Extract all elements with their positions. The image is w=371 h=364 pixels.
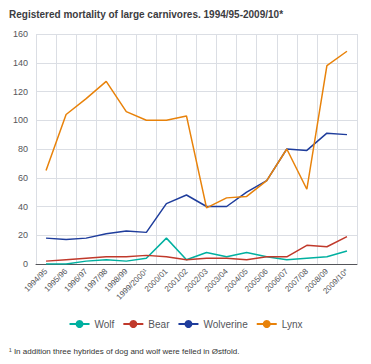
svg-text:160: 160 bbox=[13, 29, 28, 39]
svg-text:¹ In addition three hybrides o: ¹ In addition three hybrides of dog and … bbox=[9, 347, 239, 356]
svg-text:100: 100 bbox=[13, 115, 28, 125]
svg-text:2005/06: 2005/06 bbox=[243, 266, 270, 294]
svg-text:80: 80 bbox=[18, 144, 28, 154]
svg-text:Wolf: Wolf bbox=[95, 319, 115, 330]
svg-text:2004/05: 2004/05 bbox=[223, 266, 250, 294]
svg-text:60: 60 bbox=[18, 173, 28, 183]
svg-text:2009/10*: 2009/10* bbox=[321, 267, 350, 296]
svg-text:1995/96: 1995/96 bbox=[42, 266, 70, 294]
svg-text:40: 40 bbox=[18, 202, 28, 212]
svg-text:Bear: Bear bbox=[148, 319, 170, 330]
svg-text:2002/03: 2002/03 bbox=[182, 266, 210, 294]
svg-text:2000/01: 2000/01 bbox=[142, 266, 170, 294]
svg-text:2008/09: 2008/09 bbox=[303, 266, 331, 294]
svg-text:Wolverine: Wolverine bbox=[203, 319, 248, 330]
svg-text:1998/99: 1998/99 bbox=[102, 266, 130, 294]
svg-text:2007/08: 2007/08 bbox=[283, 266, 310, 294]
svg-text:0: 0 bbox=[23, 259, 28, 269]
svg-text:120: 120 bbox=[13, 87, 28, 97]
svg-text:Lynx: Lynx bbox=[282, 319, 303, 330]
svg-text:2001/02: 2001/02 bbox=[162, 266, 190, 294]
svg-text:140: 140 bbox=[13, 58, 28, 68]
svg-text:Registered mortality of large: Registered mortality of large carnivores… bbox=[9, 9, 283, 20]
svg-text:2003/04: 2003/04 bbox=[203, 266, 230, 294]
svg-text:20: 20 bbox=[18, 230, 28, 240]
svg-text:1997/98: 1997/98 bbox=[82, 266, 110, 294]
svg-text:2006/07: 2006/07 bbox=[263, 266, 290, 294]
svg-text:1999/2000¹: 1999/2000¹ bbox=[114, 266, 150, 302]
svg-text:1996/97: 1996/97 bbox=[62, 266, 90, 294]
svg-text:1994/95: 1994/95 bbox=[22, 266, 50, 294]
